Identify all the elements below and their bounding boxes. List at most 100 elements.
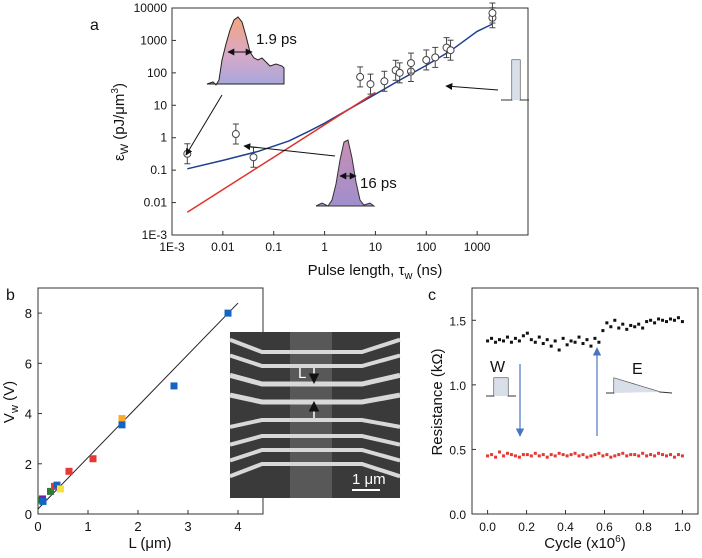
c-point-low xyxy=(509,453,513,457)
c-point-low xyxy=(501,454,505,458)
panel-c-ylabel: Resistance (kΩ) xyxy=(429,348,446,455)
c-point-high xyxy=(597,340,601,344)
b-ytick-label: 4 xyxy=(25,407,32,422)
pointer-16ps xyxy=(243,143,336,157)
b-ytick-label: 8 xyxy=(25,306,32,321)
c-point-high xyxy=(545,338,549,342)
c-point-high xyxy=(569,339,573,343)
c-point-low xyxy=(553,454,557,458)
c-point-low xyxy=(513,454,517,458)
a-ytick-label: 1000 xyxy=(140,33,167,47)
b-data-point xyxy=(170,382,178,390)
c-point-low xyxy=(629,453,633,457)
b-xtick-label: 3 xyxy=(184,519,191,534)
c-point-high xyxy=(645,320,649,324)
c-point-low xyxy=(505,451,509,455)
write-pulse-fill xyxy=(494,378,508,396)
c-point-high xyxy=(613,318,617,322)
panel-a-chart: 1E-3 0.01 0.1 1 10 100 1000 1E-3 0.01 0.1 1 10 100 10… xyxy=(110,1,529,282)
b-data-point xyxy=(118,415,126,423)
inset-erase-pulse: E xyxy=(592,347,673,436)
b-xtick-label: 0 xyxy=(34,519,41,534)
c-point-low xyxy=(498,450,502,454)
b-data-point xyxy=(224,309,232,317)
a-data-point xyxy=(231,130,240,139)
c-ytick-label: 0.5 xyxy=(449,443,466,457)
c-point-low xyxy=(633,453,637,457)
c-point-low xyxy=(601,454,605,458)
c-point-low xyxy=(521,453,525,457)
annotation-16ps: 16 ps xyxy=(360,175,397,192)
c-point-low xyxy=(490,453,494,457)
c-point-high xyxy=(517,339,521,343)
panel-label-c: c xyxy=(428,287,436,304)
c-point-low xyxy=(494,455,498,459)
c-point-high xyxy=(641,326,645,330)
pointer-1-9ps xyxy=(185,94,223,156)
a-xtick-label: 100 xyxy=(416,240,436,254)
a-data-point xyxy=(488,9,497,18)
panel-b-ticks: 0 1 2 3 4 0 2 4 6 8 xyxy=(25,306,242,534)
a-xtick-label: 0.1 xyxy=(265,240,282,254)
c-point-high xyxy=(665,320,669,324)
a-xtick-label: 1E-3 xyxy=(159,240,185,254)
pulse-16ps-shape xyxy=(315,139,376,207)
c-point-high xyxy=(498,338,502,342)
c-point-low xyxy=(541,453,545,457)
c-point-low xyxy=(621,451,625,455)
c-point-low xyxy=(573,451,577,455)
a-ytick-label: 100 xyxy=(147,66,167,80)
b-ytick-label: 2 xyxy=(25,457,32,472)
c-point-low xyxy=(529,454,533,458)
c-point-low xyxy=(653,454,657,458)
c-ytick-label: 0.0 xyxy=(449,508,466,522)
sem-channel xyxy=(290,332,332,498)
panel-c-points xyxy=(486,316,684,459)
a-xtick-label: 10 xyxy=(369,240,383,254)
panel-a-ylabel: εW (pJ/μm3) xyxy=(110,83,131,161)
c-point-low xyxy=(545,455,549,459)
c-point-low xyxy=(617,453,621,457)
b-ytick-label: 0 xyxy=(25,507,32,522)
c-point-high xyxy=(661,318,665,322)
c-point-low xyxy=(637,454,641,458)
c-point-high xyxy=(486,339,490,343)
c-point-high xyxy=(513,336,517,340)
panel-b-lines xyxy=(37,302,239,510)
c-point-low xyxy=(486,454,490,458)
b-data-point xyxy=(89,455,97,463)
c-point-low xyxy=(645,454,649,458)
panel-a-ticks: 1E-3 0.01 0.1 1 10 100 1000 1E-3 0.01 0.1 1 10 100 10… xyxy=(134,1,491,254)
c-point-low xyxy=(672,455,676,459)
b-data-point xyxy=(118,421,126,429)
c-point-high xyxy=(633,325,637,329)
panel-b-xlabel: L (μm) xyxy=(128,535,171,552)
panel-a-xlabel: Pulse length, τw (ns) xyxy=(308,262,443,282)
panel-c-ticks: 0.0 0.2 0.4 0.6 0.8 1.0 0.0 0.5 1.0 1.5 xyxy=(449,314,691,534)
b-data-point xyxy=(47,487,54,495)
c-point-low xyxy=(613,454,617,458)
c-point-low xyxy=(593,453,597,457)
a-ytick-label: 0.1 xyxy=(150,163,167,177)
a-data-point xyxy=(380,77,389,86)
c-point-low xyxy=(533,451,537,455)
c-point-low xyxy=(641,451,645,455)
c-point-high xyxy=(577,335,581,339)
c-point-high xyxy=(601,329,605,333)
sem-inset-image: L 1 μm xyxy=(229,332,401,498)
c-point-high xyxy=(565,343,569,347)
c-point-low xyxy=(625,454,629,458)
sem-electrode xyxy=(229,353,401,368)
c-point-high xyxy=(593,336,597,340)
c-point-low xyxy=(565,454,569,458)
panel-b-ylabel: Vw (V) xyxy=(1,381,21,423)
c-point-low xyxy=(676,453,680,457)
c-point-high xyxy=(668,317,672,321)
annotation-1-9ps: 1.9 ps xyxy=(256,31,297,48)
c-point-high xyxy=(649,318,653,322)
c-point-high xyxy=(680,320,684,324)
c-point-high xyxy=(629,323,633,327)
panel-a-frame xyxy=(171,7,529,236)
c-point-low xyxy=(569,453,573,457)
sem-electrode xyxy=(229,434,401,447)
